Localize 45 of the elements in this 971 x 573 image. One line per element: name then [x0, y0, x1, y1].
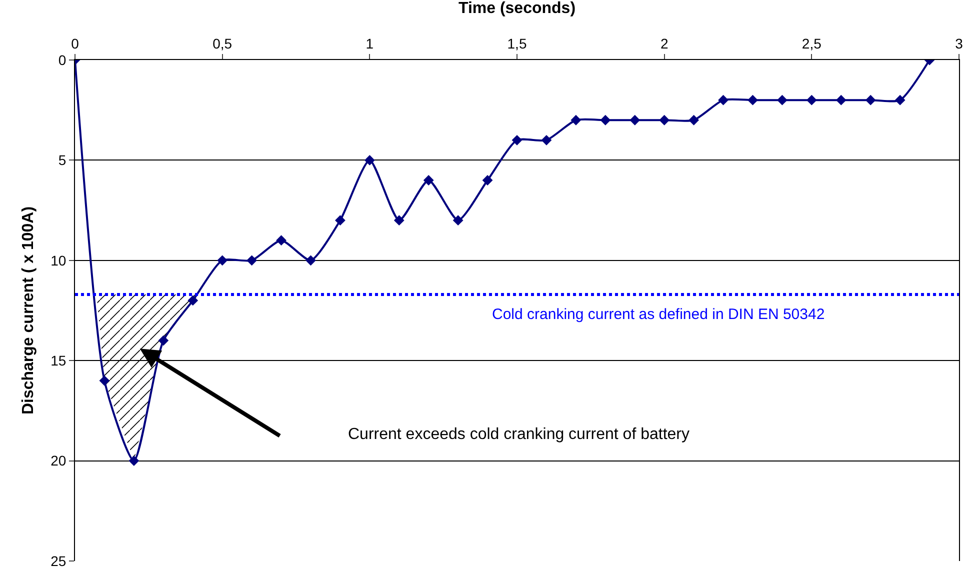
point	[276, 235, 286, 246]
x-tick-label: 0	[71, 35, 80, 52]
point	[158, 335, 169, 346]
y-axis-title: Discharge current ( x 100A)	[20, 206, 37, 415]
y-tick-label: 15	[50, 352, 66, 368]
point	[335, 215, 346, 226]
x-axis-title: Time (seconds)	[458, 0, 576, 17]
point	[748, 94, 758, 106]
point	[217, 255, 228, 266]
x-tick-label: 3	[955, 35, 964, 52]
annotation: Current exceeds cold cranking current of battery	[348, 426, 690, 443]
point	[894, 94, 906, 106]
y-tick-label: 25	[50, 552, 66, 569]
ref-line-label: Cold cranking current as defined in DIN EN 50342	[492, 306, 825, 323]
x-tick-label: 2,5	[802, 35, 822, 52]
point	[188, 295, 198, 306]
point	[128, 456, 140, 466]
x-tick-label: 2	[660, 35, 668, 52]
y-tick-label: 20	[50, 452, 66, 469]
point	[541, 134, 552, 146]
point	[659, 114, 670, 126]
point	[630, 114, 640, 126]
point	[452, 215, 464, 226]
y-tick-label: 10	[50, 252, 66, 268]
point	[423, 175, 434, 186]
point	[600, 114, 611, 126]
point	[482, 175, 493, 186]
point	[512, 134, 522, 146]
y-tick-label: 0	[58, 52, 66, 68]
x-tick-label: 0,5	[212, 35, 232, 52]
point	[364, 155, 375, 166]
point	[570, 114, 582, 126]
x-tick-label: 1	[366, 35, 374, 52]
y-tick-label: 5	[58, 152, 66, 168]
point	[865, 94, 876, 106]
point	[394, 215, 404, 226]
point	[718, 94, 728, 106]
point	[246, 255, 257, 266]
point	[306, 255, 316, 266]
point	[688, 114, 699, 126]
point	[777, 94, 788, 106]
point	[806, 94, 817, 106]
point	[99, 375, 110, 386]
x-tick-label: 1,5	[507, 35, 527, 52]
point	[836, 94, 846, 106]
